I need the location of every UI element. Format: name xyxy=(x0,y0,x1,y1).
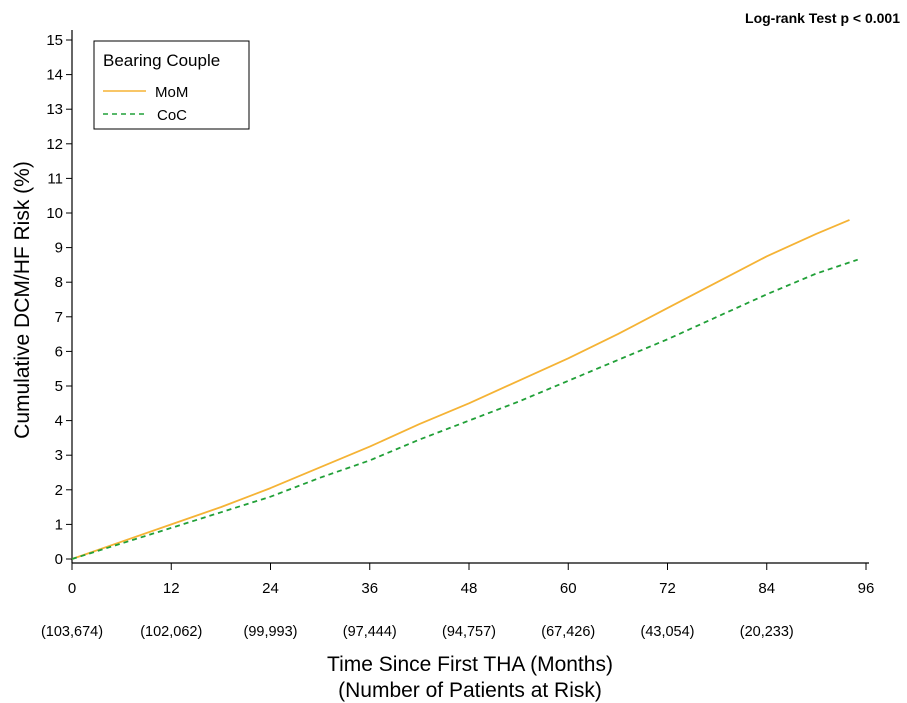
y-tick-label: 13 xyxy=(46,101,63,118)
x-axis-subtitle: (Number of Patients at Risk) xyxy=(338,679,602,702)
at-risk-count: (102,062) xyxy=(140,624,202,640)
legend: Bearing Couple MoM CoC xyxy=(93,40,250,130)
y-tick-label: 12 xyxy=(46,136,63,153)
y-tick-label: 10 xyxy=(46,205,63,222)
y-tick-label: 1 xyxy=(55,516,63,533)
y-tick-label: 3 xyxy=(55,447,63,464)
at-risk-count: (103,674) xyxy=(41,624,103,640)
y-axis-title: Cumulative DCM/HF Risk (%) xyxy=(11,161,34,439)
series-line-mom xyxy=(71,219,850,560)
x-tick-label: 60 xyxy=(560,580,577,597)
legend-label-coc: CoC xyxy=(157,107,187,124)
y-tick-label: 5 xyxy=(55,378,63,395)
series-layer xyxy=(71,219,858,560)
at-risk-row: (103,674) (102,062) (99,993) (97,444) (94,75… xyxy=(41,624,794,640)
x-tick-label: 36 xyxy=(361,580,378,597)
series-line-coc xyxy=(71,258,858,560)
y-tick-label: 0 xyxy=(55,551,63,568)
x-tick-label: 48 xyxy=(461,580,478,597)
x-tick-label: 12 xyxy=(163,580,180,597)
x-tick-label: 84 xyxy=(758,580,775,597)
at-risk-count: (67,426) xyxy=(541,624,595,640)
legend-box xyxy=(93,40,250,130)
y-tick-label: 2 xyxy=(55,482,63,499)
x-tick-label: 0 xyxy=(68,580,76,597)
x-tick-label: 24 xyxy=(262,580,279,597)
y-tick-label: 11 xyxy=(47,170,63,187)
y-tick-label: 15 xyxy=(46,32,63,49)
at-risk-count: (99,993) xyxy=(243,624,297,640)
y-tick-label: 8 xyxy=(55,274,63,291)
at-risk-count: (43,054) xyxy=(640,624,694,640)
logrank-annotation: Log-rank Test p < 0.001 xyxy=(745,10,900,26)
x-axis-title: Time Since First THA (Months) xyxy=(327,653,613,676)
x-tick-label: 72 xyxy=(659,580,676,597)
y-tick-label: 9 xyxy=(55,240,63,257)
y-tick-label: 4 xyxy=(55,413,63,430)
at-risk-count: (97,444) xyxy=(343,624,397,640)
y-tick-label: 6 xyxy=(55,343,63,360)
x-ticks: 0 12 24 36 48 60 72 84 96 xyxy=(68,563,875,597)
x-tick-label: 96 xyxy=(858,580,875,597)
legend-label-mom: MoM xyxy=(155,84,188,101)
y-tick-label: 7 xyxy=(55,309,63,326)
at-risk-count: (94,757) xyxy=(442,624,496,640)
y-tick-label: 14 xyxy=(46,67,63,84)
legend-title: Bearing Couple xyxy=(103,51,220,70)
at-risk-count: (20,233) xyxy=(740,624,794,640)
